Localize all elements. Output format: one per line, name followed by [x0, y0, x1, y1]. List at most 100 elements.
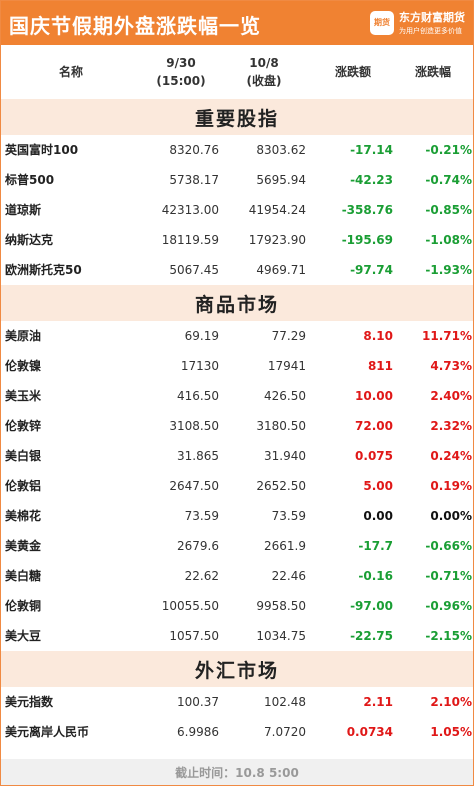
table-row: 美黄金 2679.6 2661.9 -17.7 -0.66%	[1, 531, 473, 561]
row-change-pct: 2.40%	[430, 389, 472, 403]
row-name: 欧洲斯托克50	[5, 263, 82, 277]
row-change-pct: -0.96%	[425, 599, 472, 613]
row-change: 0.0734	[346, 725, 393, 739]
row-change: 2.11	[363, 695, 393, 709]
header-name: 名称	[58, 65, 83, 79]
row-name: 伦敦锌	[5, 419, 42, 433]
row-name: 伦敦铜	[5, 599, 42, 613]
page-title: 国庆节假期外盘涨跌幅一览	[9, 14, 261, 38]
row-value-after: 5695.94	[256, 173, 306, 187]
row-change: -195.69	[341, 233, 393, 247]
table-row: 欧洲斯托克50 5067.45 4969.71 -97.74 -1.93%	[1, 255, 473, 285]
row-value-after: 4969.71	[256, 263, 306, 277]
table-row: 伦敦锌 3108.50 3180.50 72.00 2.32%	[1, 411, 473, 441]
table-row: 道琼斯 42313.00 41954.24 -358.76 -0.85%	[1, 195, 473, 225]
row-change-pct: -2.15%	[425, 629, 472, 643]
row-change: 72.00	[355, 419, 393, 433]
row-value-after: 73.59	[271, 509, 306, 523]
header-date1: 9/30 (15:00)	[141, 45, 221, 99]
table-row: 纳斯达克 18119.59 17923.90 -195.69 -1.08%	[1, 225, 473, 255]
table-row: 伦敦铜 10055.50 9958.50 -97.00 -0.96%	[1, 591, 473, 621]
row-value-before: 42313.00	[161, 203, 219, 217]
table-row: 美大豆 1057.50 1034.75 -22.75 -2.15%	[1, 621, 473, 651]
row-value-before: 8320.76	[169, 143, 219, 157]
header-date2: 10/8 (收盘)	[221, 45, 307, 99]
row-value-after: 9958.50	[256, 599, 306, 613]
row-value-before: 5738.17	[169, 173, 219, 187]
row-value-after: 77.29	[271, 329, 306, 343]
header-change: 涨跌额	[334, 65, 371, 79]
footer: 截止时间：10.8 5:00	[1, 759, 473, 785]
row-name: 美白糖	[5, 569, 42, 583]
row-value-after: 31.940	[264, 449, 306, 463]
row-name: 英国富时100	[5, 143, 79, 157]
row-name: 标普500	[5, 173, 55, 187]
row-value-after: 22.46	[271, 569, 306, 583]
table-row: 美元离岸人民币 6.9986 7.0720 0.0734 1.05%	[1, 717, 473, 747]
row-name: 美元离岸人民币	[5, 725, 90, 739]
row-value-after: 1034.75	[256, 629, 306, 643]
row-change-pct: -0.21%	[425, 143, 472, 157]
title-bar: 国庆节假期外盘涨跌幅一览 期货 东方财富期货 为用户创造更多价值	[1, 1, 473, 45]
brand-text: 东方财富期货 为用户创造更多价值	[399, 9, 465, 36]
row-value-before: 69.19	[184, 329, 219, 343]
row-change-pct: 11.71%	[422, 329, 472, 343]
row-name: 美棉花	[5, 509, 42, 523]
table-row: 伦敦铝 2647.50 2652.50 5.00 0.19%	[1, 471, 473, 501]
row-name: 纳斯达克	[5, 233, 54, 247]
row-name: 美原油	[5, 329, 42, 343]
row-value-before: 5067.45	[169, 263, 219, 277]
sections: 重要股指 英国富时100 8320.76 8303.62 -17.14 -0.21% 标普5…	[1, 99, 473, 747]
row-change-pct: 0.24%	[430, 449, 472, 463]
row-change: 811	[367, 359, 393, 373]
row-value-after: 41954.24	[248, 203, 306, 217]
row-value-before: 17130	[180, 359, 219, 373]
brand-slogan: 为用户创造更多价值	[399, 27, 462, 35]
row-change: -358.76	[341, 203, 393, 217]
row-change-pct: 2.32%	[430, 419, 472, 433]
row-change: 8.10	[363, 329, 393, 343]
row-name: 美黄金	[5, 539, 42, 553]
row-value-before: 2647.50	[169, 479, 219, 493]
row-value-before: 1057.50	[169, 629, 219, 643]
row-change-pct: 4.73%	[430, 359, 472, 373]
row-change: 0.075	[355, 449, 393, 463]
row-change: -97.74	[350, 263, 393, 277]
row-change: -17.7	[358, 539, 393, 553]
row-value-after: 7.0720	[264, 725, 306, 739]
row-change-pct: 0.19%	[430, 479, 472, 493]
table-row: 美白糖 22.62 22.46 -0.16 -0.71%	[1, 561, 473, 591]
row-value-before: 10055.50	[161, 599, 219, 613]
brand: 期货 东方财富期货 为用户创造更多价值	[370, 9, 465, 36]
row-value-after: 8303.62	[256, 143, 306, 157]
row-name: 伦敦铝	[5, 479, 42, 493]
table-row: 美原油 69.19 77.29 8.10 11.71%	[1, 321, 473, 351]
header-date2-label: 10/8	[249, 56, 279, 70]
row-value-after: 2661.9	[264, 539, 306, 553]
row-name: 美元指数	[5, 695, 54, 709]
row-value-before: 18119.59	[161, 233, 219, 247]
row-value-before: 2679.6	[177, 539, 219, 553]
row-value-before: 100.37	[177, 695, 219, 709]
row-value-after: 2652.50	[256, 479, 306, 493]
row-change-pct: -0.74%	[425, 173, 472, 187]
row-change-pct: 0.00%	[430, 509, 472, 523]
row-change-pct: -0.71%	[425, 569, 472, 583]
row-change-pct: -1.93%	[425, 263, 472, 277]
row-value-before: 3108.50	[169, 419, 219, 433]
table-row: 美白银 31.865 31.940 0.075 0.24%	[1, 441, 473, 471]
row-change: -22.75	[350, 629, 393, 643]
section-title: 商品市场	[1, 285, 473, 321]
row-value-after: 102.48	[264, 695, 306, 709]
brand-name: 东方财富期货	[399, 11, 465, 24]
row-name: 美玉米	[5, 389, 42, 403]
row-value-before: 22.62	[184, 569, 219, 583]
row-change: -17.14	[350, 143, 393, 157]
row-name: 道琼斯	[5, 203, 42, 217]
row-change-pct: -0.85%	[425, 203, 472, 217]
row-change: 10.00	[355, 389, 393, 403]
row-change: 5.00	[363, 479, 393, 493]
row-value-after: 17941	[267, 359, 306, 373]
row-value-after: 17923.90	[248, 233, 306, 247]
row-value-before: 6.9986	[177, 725, 219, 739]
